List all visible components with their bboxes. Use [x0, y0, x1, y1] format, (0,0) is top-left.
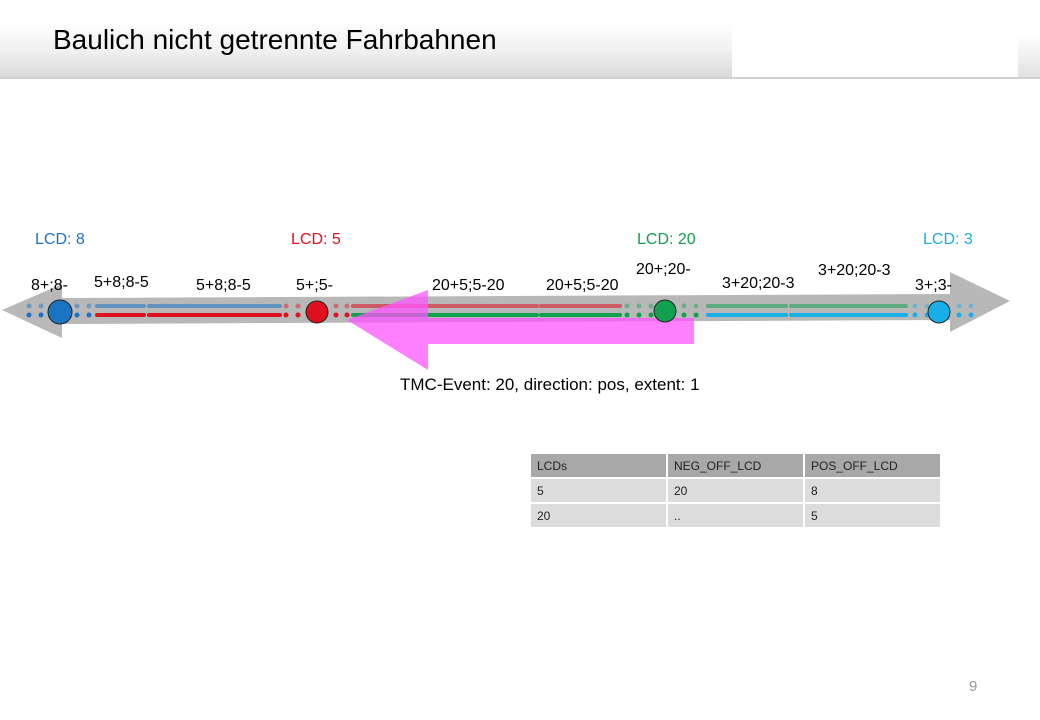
lane-dot	[956, 303, 962, 309]
segment-label: 3+20;20-3	[818, 262, 891, 279]
title-band-right	[1018, 36, 1040, 78]
lane-dot	[648, 303, 654, 309]
column-header: LCDs	[531, 454, 666, 477]
segment-label: 3+20;20-3	[722, 275, 795, 292]
segment-label: 8+;8-	[31, 277, 68, 294]
lane-dot	[968, 303, 974, 309]
event-arrow	[347, 290, 694, 370]
column-header: NEG_OFF_LCD	[668, 454, 803, 477]
table-row: 20 .. 5	[531, 504, 940, 527]
table-cell: ..	[668, 504, 803, 527]
offset-table: LCDs NEG_OFF_LCD POS_OFF_LCD 5 20 8 20 .…	[529, 452, 942, 529]
lane-dot	[693, 312, 699, 318]
lane-dot	[912, 303, 918, 309]
lane-dot	[38, 312, 44, 318]
lane-dot	[26, 303, 32, 309]
lcd-label: LCD: 3	[923, 231, 973, 248]
lane-dot	[624, 312, 630, 318]
lane-dot	[636, 312, 642, 318]
table-cell: 8	[805, 479, 940, 502]
lane-dot	[681, 312, 687, 318]
lane-dot	[648, 312, 654, 318]
table-cell: 5	[531, 479, 666, 502]
segment-label: 5+;5-	[296, 277, 333, 294]
segment-label: 20+;20-	[636, 261, 691, 278]
table-cell: 20	[531, 504, 666, 527]
node-lcd-8	[47, 299, 73, 325]
lcd-label: LCD: 8	[35, 231, 85, 248]
lane-dot	[283, 303, 289, 309]
table-cell: 5	[805, 504, 940, 527]
lane-dot	[86, 312, 92, 318]
node-lcd-20	[653, 299, 677, 323]
lane-dot	[924, 303, 930, 309]
lane-dot	[681, 303, 687, 309]
lane-dot	[968, 312, 974, 318]
lane-dot	[86, 303, 92, 309]
column-header: POS_OFF_LCD	[805, 454, 940, 477]
lane-dot	[636, 303, 642, 309]
header-divider	[0, 77, 1040, 79]
lane-dot	[74, 312, 80, 318]
table-header-row: LCDs NEG_OFF_LCD POS_OFF_LCD	[531, 454, 940, 477]
lane-dot	[344, 312, 350, 318]
table-cell: 20	[668, 479, 803, 502]
lane-dot	[74, 303, 80, 309]
lane-dot	[912, 312, 918, 318]
lane-dot	[956, 312, 962, 318]
segment-label: 3+;3-	[915, 277, 952, 294]
segment-label: 5+8;8-5	[196, 277, 251, 294]
lane-dot	[624, 303, 630, 309]
lane-dot	[38, 303, 44, 309]
segment-label: 5+8;8-5	[94, 274, 149, 291]
node-lcd-3	[927, 300, 951, 324]
lane-dot	[295, 312, 301, 318]
title-band	[0, 20, 732, 78]
lane-dot	[333, 303, 339, 309]
lane-dot	[693, 303, 699, 309]
event-description: TMC-Event: 20, direction: pos, extent: 1	[400, 375, 700, 394]
table-row: 5 20 8	[531, 479, 940, 502]
lane-dot	[333, 312, 339, 318]
lane-dot	[344, 303, 350, 309]
lcd-label: LCD: 20	[637, 231, 696, 248]
segment-label: 20+5;5-20	[546, 277, 619, 294]
lcd-label: LCD: 5	[291, 231, 341, 248]
node-lcd-5	[305, 300, 329, 324]
page-number: 9	[969, 678, 978, 695]
lane-dot	[295, 303, 301, 309]
lane-dot	[283, 312, 289, 318]
segment-label: 20+5;5-20	[432, 277, 505, 294]
slide-title: Baulich nicht getrennte Fahrbahnen	[53, 24, 497, 55]
lane-dot	[26, 312, 32, 318]
